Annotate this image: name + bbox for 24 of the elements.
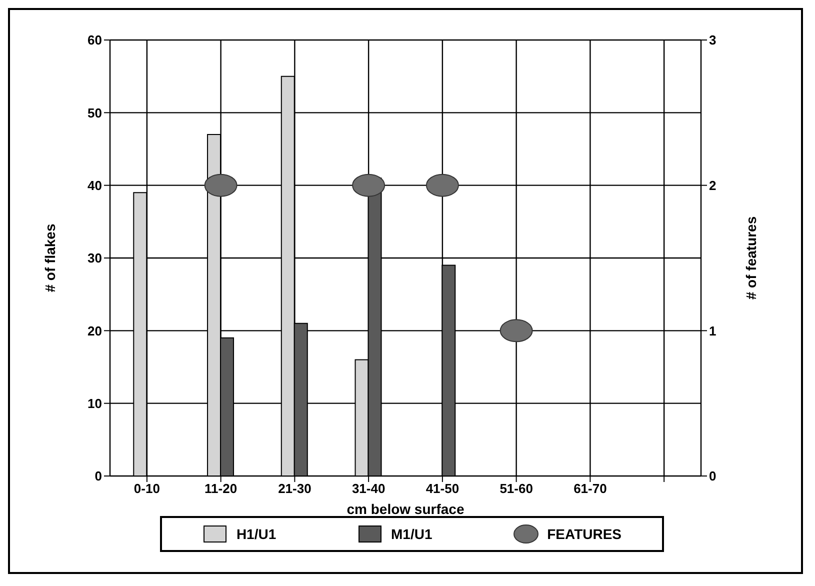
y2-tick-label: 2 <box>709 178 716 193</box>
y2-tick-label: 0 <box>709 468 716 484</box>
y2-tick-label: 1 <box>709 323 716 338</box>
x-tick-label: 41-50 <box>426 481 460 496</box>
y-tick-label: 60 <box>88 32 102 48</box>
x-tick-label: 51-60 <box>500 481 533 496</box>
y-tick-label: 30 <box>88 250 102 266</box>
y-tick-label: 0 <box>94 468 102 484</box>
y-tick-label: 50 <box>88 105 102 120</box>
y-axis-title: # of flakes <box>42 224 58 292</box>
x-tick-label: 0-10 <box>134 481 160 496</box>
legend-label: FEATURES <box>547 526 622 542</box>
x-tick-label: 31-40 <box>352 481 386 496</box>
legend-label: H1/U1 <box>236 526 276 542</box>
y2-tick-label: 3 <box>709 32 716 48</box>
y-tick-label: 40 <box>88 178 102 193</box>
y-tick-label: 20 <box>88 323 102 338</box>
y2-axis-title: # of features <box>742 216 759 300</box>
x-tick-label: 11-20 <box>204 481 238 496</box>
y-tick-label: 10 <box>88 396 102 411</box>
legend-label: M1/U1 <box>391 526 432 542</box>
x-axis-title: cm below surface <box>346 501 464 517</box>
x-tick-label: 21-30 <box>278 481 312 496</box>
x-tick-label: 61-70 <box>574 481 607 496</box>
